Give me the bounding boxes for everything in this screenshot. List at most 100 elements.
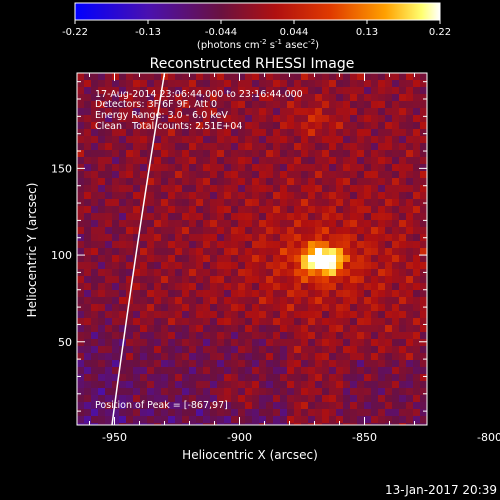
heatmap-cell (357, 367, 365, 375)
heatmap-cell (210, 283, 218, 291)
heatmap-cell (133, 108, 141, 116)
heatmap-cell (322, 157, 330, 165)
heatmap-cell (266, 73, 274, 81)
heatmap-cell (273, 297, 281, 305)
heatmap-cell (308, 143, 316, 151)
heatmap-cell (224, 143, 232, 151)
heatmap-cell (77, 206, 85, 214)
heatmap-cell (301, 360, 309, 368)
heatmap-cell (266, 178, 274, 186)
heatmap-cell (343, 325, 351, 333)
heatmap-cell (357, 318, 365, 326)
heatmap-cell (364, 101, 372, 109)
heatmap-cell (322, 388, 330, 396)
heatmap-cell (196, 409, 204, 417)
heatmap-cell (259, 101, 267, 109)
heatmap-cell (266, 227, 274, 235)
heatmap-cell (385, 374, 393, 382)
heatmap-cell (203, 395, 211, 403)
heatmap-cell (420, 157, 427, 165)
heatmap-cell (378, 73, 386, 81)
heatmap-cell (168, 220, 176, 228)
heatmap-cell (182, 325, 190, 333)
heatmap-cell (266, 325, 274, 333)
heatmap-cell (273, 108, 281, 116)
heatmap-cell (406, 423, 414, 425)
heatmap-cell (245, 178, 253, 186)
heatmap-cell (315, 199, 323, 207)
heatmap-cell (350, 73, 358, 81)
heatmap-cell (77, 318, 85, 326)
heatmap-cell (294, 381, 302, 389)
colorbar-tick-label: -0.13 (135, 27, 161, 38)
heatmap-cell (315, 241, 323, 249)
heatmap-cell (238, 157, 246, 165)
heatmap-cell (245, 402, 253, 410)
heatmap-cell (315, 227, 323, 235)
heatmap-cell (245, 234, 253, 242)
heatmap-cell (322, 304, 330, 312)
heatmap-cell (182, 332, 190, 340)
heatmap-cell (84, 143, 92, 151)
heatmap-cell (266, 164, 274, 172)
heatmap-cell (315, 290, 323, 298)
heatmap-cell (364, 304, 372, 312)
heatmap-cell (245, 108, 253, 116)
heatmap-cell (378, 255, 386, 263)
heatmap-cell (308, 360, 316, 368)
heatmap-cell (378, 402, 386, 410)
heatmap-cell (308, 416, 316, 424)
heatmap-cell (294, 402, 302, 410)
heatmap-cell (147, 171, 155, 179)
heatmap-cell (343, 164, 351, 172)
colorbar-tick-label: 0.044 (280, 27, 309, 38)
heatmap-cell (238, 136, 246, 144)
heatmap-cell (231, 339, 239, 347)
heatmap-cell (105, 388, 113, 396)
heatmap-cell (378, 409, 386, 417)
heatmap-cell (154, 318, 162, 326)
heatmap-cell (147, 87, 155, 95)
heatmap-cell (238, 276, 246, 284)
heatmap-cell (84, 269, 92, 277)
heatmap-cell (364, 367, 372, 375)
heatmap-cell (224, 269, 232, 277)
heatmap-cell (154, 241, 162, 249)
heatmap-cell (126, 423, 134, 425)
heatmap-cell (413, 206, 421, 214)
heatmap-cell (287, 255, 295, 263)
heatmap-cell (343, 122, 351, 130)
heatmap-cell (301, 304, 309, 312)
heatmap-cell (98, 157, 106, 165)
heatmap-cell (77, 108, 85, 116)
heatmap-cell (98, 297, 106, 305)
heatmap-cell (385, 178, 393, 186)
heatmap-cell (140, 73, 148, 81)
heatmap-cell (238, 220, 246, 228)
heatmap-cell (280, 304, 288, 312)
heatmap-cell (287, 395, 295, 403)
heatmap-cell (105, 164, 113, 172)
heatmap-cell (140, 87, 148, 95)
heatmap-cell (126, 409, 134, 417)
heatmap-cell (259, 199, 267, 207)
heatmap-cell (336, 388, 344, 396)
heatmap-cell (294, 360, 302, 368)
heatmap-cell (399, 80, 407, 88)
heatmap-cell (77, 150, 85, 158)
heatmap-cell (364, 157, 372, 165)
heatmap-cell (336, 367, 344, 375)
heatmap-cell (315, 101, 323, 109)
heatmap-cell (126, 388, 134, 396)
heatmap-cell (140, 241, 148, 249)
heatmap-cell (231, 395, 239, 403)
heatmap-cell (77, 374, 85, 382)
heatmap-cell (357, 80, 365, 88)
heatmap-cell (161, 171, 169, 179)
heatmap-cell (413, 143, 421, 151)
heatmap-cell (112, 416, 120, 424)
heatmap-cell (294, 206, 302, 214)
heatmap-cell (329, 353, 337, 361)
heatmap-cell (175, 388, 183, 396)
heatmap-cell (259, 234, 267, 242)
